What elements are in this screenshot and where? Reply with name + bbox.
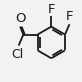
- Text: Cl: Cl: [12, 48, 24, 61]
- Text: F: F: [48, 3, 55, 16]
- Text: O: O: [15, 12, 26, 25]
- Text: F: F: [66, 10, 73, 23]
